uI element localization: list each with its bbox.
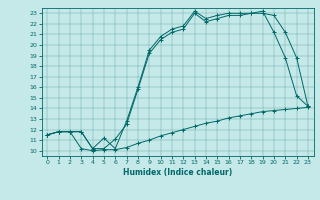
- X-axis label: Humidex (Indice chaleur): Humidex (Indice chaleur): [123, 168, 232, 177]
